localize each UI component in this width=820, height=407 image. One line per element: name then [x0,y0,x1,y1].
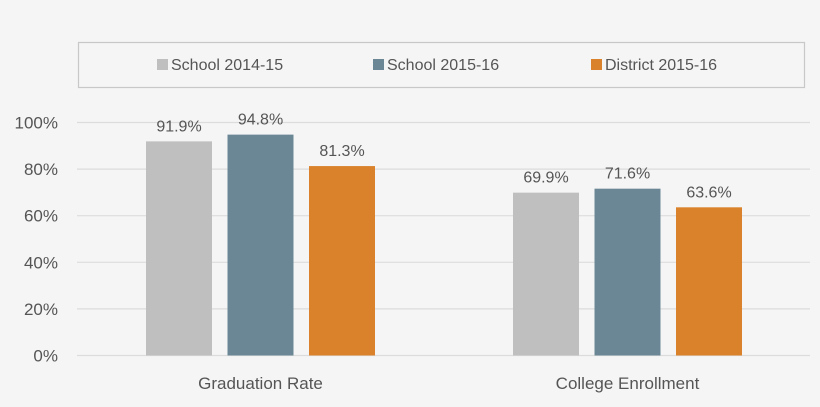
bar [594,188,661,356]
legend-swatch [591,59,602,70]
bar [146,141,212,356]
y-tick-label: 60% [24,207,58,226]
legend-box [77,41,806,89]
y-tick-label: 80% [24,160,58,179]
x-category-label: Graduation Rate [198,374,323,393]
legend-swatch [373,59,384,70]
data-label: 69.9% [523,170,568,187]
x-category-label: College Enrollment [556,374,700,393]
bar [227,134,294,356]
data-label: 71.6% [605,166,650,183]
data-label: 81.3% [319,143,364,160]
data-label: 91.9% [156,118,201,135]
legend-label: School 2015-16 [387,57,499,74]
y-tick-label: 100% [15,114,58,133]
legend-label: School 2014-15 [171,57,283,74]
data-label: 94.8% [238,112,283,129]
y-tick-label: 20% [24,300,58,319]
y-tick-label: 40% [24,253,58,272]
y-tick-label: 0% [33,347,58,366]
bar [513,192,579,356]
bar [309,166,375,356]
legend-swatch [157,59,168,70]
legend-label: District 2015-16 [605,57,717,74]
data-label: 63.6% [686,184,731,201]
bar [676,207,742,356]
